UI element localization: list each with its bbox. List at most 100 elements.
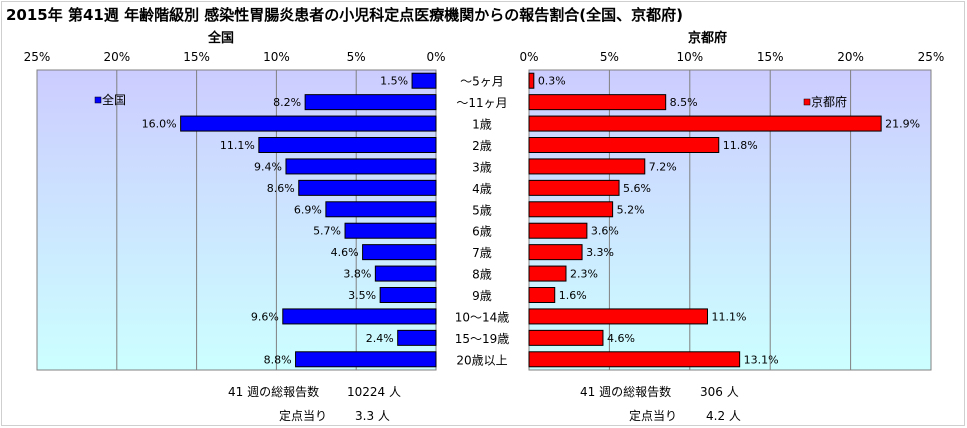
age-group-label: 15～19歳	[455, 332, 510, 346]
national-data-label: 8.6%	[267, 182, 295, 195]
kyoto-total-reports-value: 306 人	[700, 385, 739, 399]
kyoto-data-label: 8.5%	[670, 96, 698, 109]
right-plot-area	[528, 69, 932, 371]
kyoto-bar	[528, 244, 583, 261]
right-x-tick-label: 0%	[519, 50, 538, 64]
kyoto-data-label: 5.2%	[617, 203, 645, 216]
national-data-label: 6.9%	[294, 203, 322, 216]
national-data-label: 16.0%	[142, 118, 177, 131]
national-data-label: 1.5%	[380, 75, 408, 88]
national-data-label: 9.4%	[254, 160, 282, 173]
kyoto-total-reports-label: 41 週の総報告数	[580, 385, 672, 399]
kyoto-data-label: 21.9%	[885, 118, 920, 131]
kyoto-bar	[528, 94, 667, 111]
age-group-label: 8歳	[472, 268, 492, 282]
left-plot-area	[36, 69, 437, 371]
national-data-label: 3.8%	[343, 268, 371, 281]
kyoto-data-label: 3.6%	[591, 225, 619, 238]
age-group-label: 9歳	[472, 289, 492, 303]
national-bar	[411, 72, 437, 89]
kyoto-bar	[528, 308, 708, 325]
left-x-tick-label: 0%	[426, 50, 445, 64]
national-legend-label: 全国	[102, 92, 126, 107]
age-group-label: ～11ヶ月	[456, 96, 507, 110]
national-data-label: 3.5%	[348, 289, 376, 302]
kyoto-data-label: 11.8%	[723, 139, 758, 152]
age-group-label: ～5ヶ月	[460, 75, 504, 89]
right-x-tick-label: 20%	[837, 50, 864, 64]
right-x-tick-label: 5%	[600, 50, 619, 64]
kyoto-per-site-label: 定点当り	[629, 409, 678, 423]
right-x-tick-label: 25%	[918, 50, 945, 64]
kyoto-data-label: 0.3%	[538, 75, 566, 88]
age-group-label: 1歳	[472, 118, 492, 132]
national-total-reports-value: 10224 人	[347, 385, 401, 399]
left-x-tick-label: 20%	[103, 50, 130, 64]
national-bar	[362, 244, 437, 261]
national-total-reports-label: 41 週の総報告数	[228, 385, 320, 399]
national-bar	[282, 308, 437, 325]
kyoto-bar	[528, 287, 556, 303]
kyoto-bar	[528, 137, 720, 153]
kyoto-bar	[528, 351, 741, 368]
kyoto-legend-swatch	[803, 98, 811, 106]
kyoto-bar	[528, 72, 535, 89]
national-bar	[344, 222, 437, 239]
national-bar	[298, 179, 437, 196]
chart-title: 2015年 第41週 年齢階級別 感染性胃腸炎患者の小児科定点医療機関からの報告…	[6, 6, 684, 24]
national-bar	[304, 94, 437, 111]
left-x-tick-label: 10%	[263, 50, 290, 64]
kyoto-data-label: 5.6%	[623, 182, 651, 195]
right-x-tick-label: 15%	[757, 50, 784, 64]
kyoto-data-label: 2.3%	[570, 268, 598, 281]
left-x-tick-label: 15%	[183, 50, 210, 64]
age-group-label: 20歳以上	[456, 353, 507, 367]
left-chart-subtitle: 全国	[208, 31, 235, 46]
national-bar	[285, 158, 437, 175]
kyoto-legend-label: 京都府	[811, 94, 847, 109]
national-data-label: 2.4%	[366, 332, 394, 345]
kyoto-bar	[528, 158, 646, 175]
age-group-label: 7歳	[472, 246, 492, 260]
left-x-tick-label: 5%	[347, 50, 366, 64]
age-group-label: 2歳	[472, 139, 492, 153]
age-group-label: 6歳	[472, 225, 492, 239]
national-per-site-value: 3.3 人	[355, 409, 390, 423]
national-bar	[295, 351, 437, 368]
national-bar	[397, 329, 437, 346]
left-x-tick-label: 25%	[24, 50, 51, 64]
national-bar	[325, 201, 437, 218]
kyoto-data-label: 4.6%	[607, 332, 635, 345]
kyoto-per-site-value: 4.2 人	[706, 409, 741, 423]
kyoto-data-label: 3.3%	[586, 246, 614, 259]
kyoto-bar	[528, 265, 567, 282]
age-group-label: 3歳	[472, 160, 492, 174]
kyoto-bar	[528, 115, 882, 132]
national-per-site-label: 定点当り	[279, 409, 328, 423]
national-data-label: 8.8%	[264, 353, 292, 366]
national-bar	[374, 265, 437, 282]
national-data-label: 5.7%	[313, 225, 341, 238]
right-chart-subtitle: 京都府	[688, 31, 728, 46]
kyoto-bar	[528, 201, 614, 218]
national-bar	[258, 137, 437, 153]
kyoto-data-label: 1.6%	[559, 289, 587, 302]
age-group-label: 5歳	[472, 203, 492, 217]
kyoto-bar	[528, 329, 604, 346]
age-group-label: 10～14歳	[455, 310, 510, 324]
kyoto-data-label: 11.1%	[711, 310, 746, 323]
kyoto-bar	[528, 222, 588, 239]
national-data-label: 11.1%	[220, 139, 255, 152]
national-data-label: 8.2%	[273, 96, 301, 109]
kyoto-data-label: 7.2%	[649, 160, 677, 173]
age-group-label: 4歳	[472, 182, 492, 196]
national-data-label: 9.6%	[251, 310, 279, 323]
national-bar	[180, 115, 437, 132]
national-legend-swatch	[94, 96, 102, 104]
kyoto-bar	[528, 179, 620, 196]
kyoto-data-label: 13.1%	[744, 353, 779, 366]
right-x-tick-label: 10%	[676, 50, 703, 64]
national-data-label: 4.6%	[331, 246, 359, 259]
national-bar	[379, 287, 437, 303]
